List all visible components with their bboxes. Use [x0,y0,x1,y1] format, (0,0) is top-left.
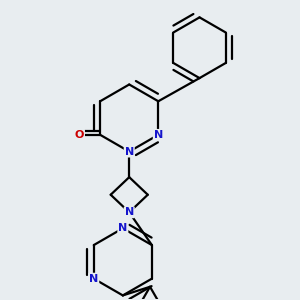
Text: N: N [124,147,134,157]
Text: N: N [89,274,98,284]
Text: N: N [118,223,128,233]
Text: N: N [154,130,163,140]
Text: N: N [124,207,134,217]
Text: O: O [75,130,84,140]
